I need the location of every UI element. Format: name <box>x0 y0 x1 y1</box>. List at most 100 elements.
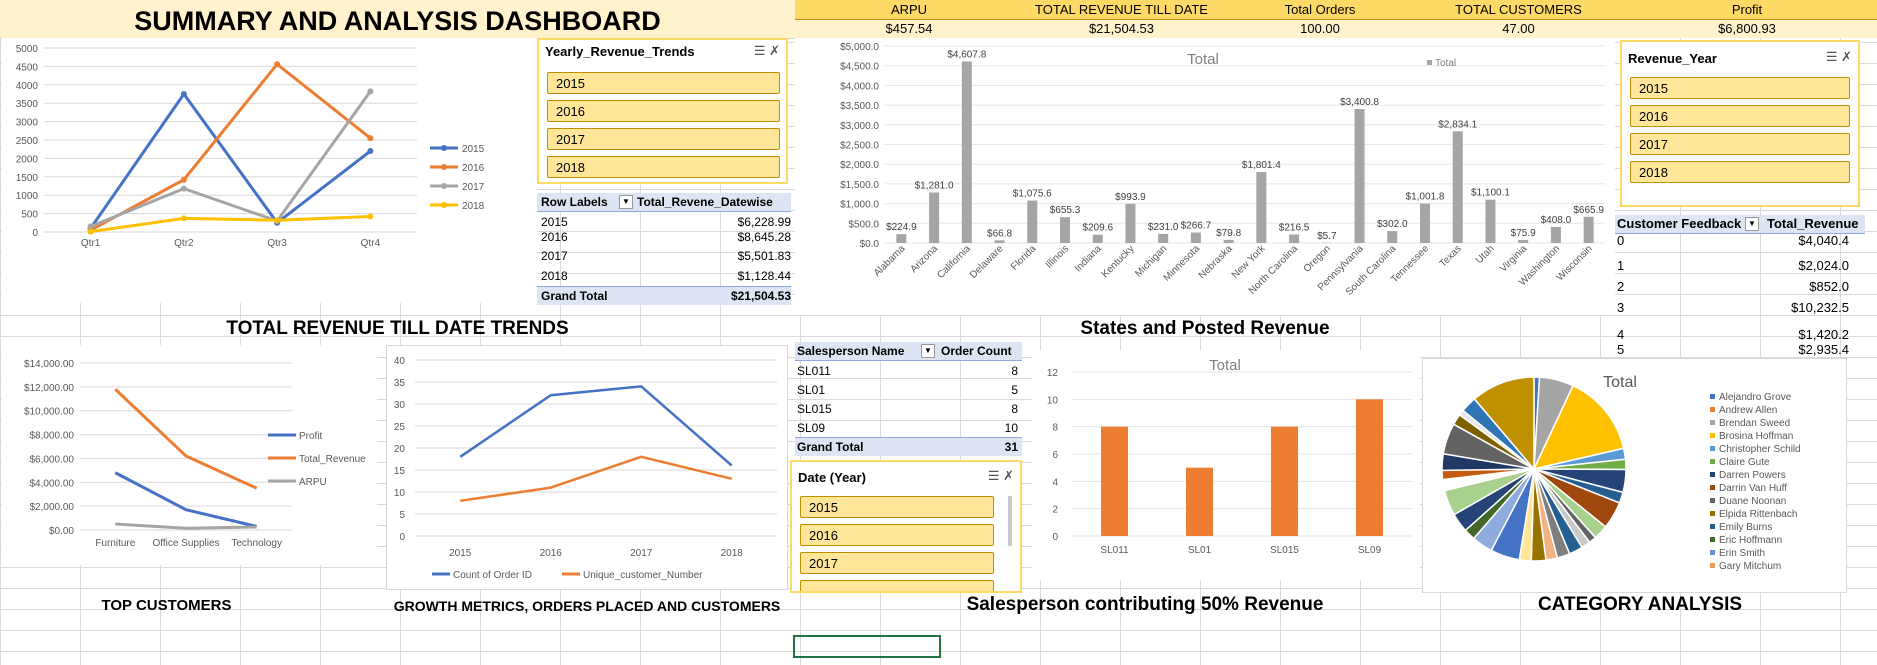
filter-dropdown-icon[interactable]: ▼ <box>921 344 935 358</box>
legend-label: Alejandro Grove <box>1719 392 1792 403</box>
slicer-yearly-revenue-trends[interactable]: Yearly_Revenue_Trends ☰ ✗ 2015 2016 2017… <box>537 38 788 184</box>
y-tick-label: $4,000.0 <box>840 81 879 92</box>
slicer-item-2018[interactable]: 2018 <box>547 156 780 178</box>
data-point <box>180 215 187 222</box>
x-tick-label: Oregon <box>1302 243 1333 274</box>
filter-dropdown-icon[interactable]: ▼ <box>619 195 633 209</box>
selected-cell[interactable] <box>793 635 941 658</box>
legend-label: 2018 <box>462 201 485 212</box>
row-value: $4,040.4 <box>1798 233 1849 248</box>
row-label: 4 <box>1617 327 1625 342</box>
slicer-item-2016[interactable]: 2016 <box>800 524 994 546</box>
y-tick-label: $3,000.0 <box>840 121 879 132</box>
bar-minnesota <box>1190 232 1201 243</box>
growth-chart[interactable]: 0 5 10 15 20 25 30 35 40 2015 2016 2017 2018 Count of… <box>386 345 788 590</box>
slicer-item-2015[interactable]: 2015 <box>547 72 780 94</box>
table-row: 1 $2,024.0 <box>1615 256 1865 277</box>
y-tick-label: 0 <box>1052 532 1058 543</box>
y-tick-label: $14,000.00 <box>24 359 74 370</box>
kpi-total-customers: TOTAL CUSTOMERS 47.00 <box>1420 0 1618 38</box>
multiselect-icon[interactable]: ☰ ✗ <box>753 43 780 58</box>
bar-utah <box>1485 199 1496 243</box>
y-tick-label: $4,500.0 <box>840 62 879 73</box>
slicer-item-2015[interactable]: 2015 <box>1630 77 1850 99</box>
row-value: $1,420.2 <box>1798 327 1849 342</box>
x-tick-label: 2018 <box>721 548 744 559</box>
legend-label: Brosina Hoffman <box>1719 431 1793 442</box>
legend-label: Elpida Rittenbach <box>1719 509 1797 520</box>
pivot-customer-feedback: Customer Feedback ▼ Total_Revenue 0 $4,04… <box>1615 215 1865 360</box>
x-tick-label: Florida <box>1009 243 1039 273</box>
legend-label: Darrin Van Huff <box>1719 483 1787 494</box>
table-row: SL015 8 <box>795 399 1022 418</box>
data-label: $216.5 <box>1279 222 1310 233</box>
bar-pennsylvania <box>1354 109 1365 243</box>
row-label: SL015 <box>797 402 832 416</box>
pivot-salesperson: Salesperson Name ▼ Order Count SL011 8 SL… <box>795 342 1022 457</box>
row-value: 5 <box>1011 383 1018 397</box>
legend-label: Christopher Schild <box>1719 444 1801 455</box>
quarterly-revenue-chart[interactable]: 0 500 1000 1500 2000 2500 3000 3500 4000 4500 5000… <box>2 38 537 303</box>
slicer-date-year[interactable]: Date (Year) ☰ ✗ 2015 2016 2017 <box>790 460 1022 593</box>
filter-dropdown-icon[interactable]: ▼ <box>1745 217 1759 231</box>
category-pie-chart[interactable]: Total Alejandro Grove Andrew Allen Brendan … <box>1422 358 1847 593</box>
legend-marker <box>1710 563 1715 568</box>
row-label: 2015 <box>541 215 568 229</box>
legend-label: ARPU <box>299 477 327 488</box>
section-title-growth: GROWTH METRICS, ORDERS PLACED AND CUSTOM… <box>393 598 781 614</box>
y-tick-label: 4 <box>1052 477 1058 488</box>
slicer-item-more[interactable] <box>800 580 994 591</box>
bar-california <box>961 61 972 243</box>
multiselect-icon[interactable]: ☰ ✗ <box>987 468 1014 483</box>
x-tick-label: Qtr1 <box>81 238 101 249</box>
series-line-arpu <box>115 522 257 530</box>
x-tick-label: Office Supplies <box>152 538 219 549</box>
data-label: $408.0 <box>1541 215 1572 226</box>
slicer-item-2017[interactable]: 2017 <box>1630 133 1850 155</box>
states-revenue-chart[interactable]: $0.0 $500.0 $1,000.0 $1,500.0 $2,000.0 $2,500… <box>795 38 1615 315</box>
row-value: $1,128.44 <box>737 269 791 283</box>
bar-sl015 <box>1271 426 1298 536</box>
legend-label: Duane Noonan <box>1719 496 1786 507</box>
pivot-yearly-revenue: Row Labels ▼ Total_Revene_Datewise 2015 $… <box>537 193 791 319</box>
x-tick-label: SL011 <box>1100 545 1129 556</box>
top-customers-chart[interactable]: $0.00 $2,000.00 $4,000.00 $6,000.00 $8,000.0… <box>2 345 377 565</box>
y-tick-label: 8 <box>1052 423 1058 434</box>
slicer-item-2016[interactable]: 2016 <box>547 100 780 122</box>
data-label: $4,607.8 <box>947 49 986 60</box>
data-label: $1,075.6 <box>1013 189 1052 200</box>
x-tick-label: California <box>935 243 973 281</box>
y-tick-label: $10,000.00 <box>24 407 74 418</box>
x-tick-label: Delaware <box>968 243 1006 281</box>
x-tick-label: Indiana <box>1073 243 1104 274</box>
slicer-item-2017[interactable]: 2017 <box>800 552 994 574</box>
y-tick-label: 5000 <box>16 44 39 55</box>
bar-tennessee <box>1420 203 1430 243</box>
x-tick-label: SL09 <box>1358 545 1382 556</box>
legend-marker <box>441 164 447 170</box>
pivot-col-salesperson: Salesperson Name <box>797 344 905 358</box>
y-tick-label: $2,000.0 <box>840 160 879 171</box>
legend-label: Claire Gute <box>1719 457 1770 468</box>
table-row: 2018 $1,128.44 <box>537 266 791 286</box>
kpi-label: ARPU <box>795 0 1023 20</box>
slicer-scrollbar[interactable] <box>1008 496 1012 546</box>
multiselect-icon[interactable]: ☰ ✗ <box>1825 49 1852 64</box>
slicer-item-2016[interactable]: 2016 <box>1630 105 1850 127</box>
salesperson-chart[interactable]: 0 2 4 6 8 10 12 Total SL011 SL01 SL015 SL09 <box>1032 350 1420 580</box>
data-point <box>274 217 281 224</box>
legend-label: Darren Powers <box>1719 470 1786 481</box>
slicer-item-2018[interactable]: 2018 <box>1630 161 1850 183</box>
slicer-item-2015[interactable]: 2015 <box>800 496 994 518</box>
y-tick-label: 25 <box>394 422 406 433</box>
table-row: 2 $852.0 <box>1615 277 1865 298</box>
kpi-total-revenue: TOTAL REVENUE TILL DATE $21,504.53 <box>1023 0 1221 38</box>
bar-texas <box>1452 131 1463 243</box>
series-line-2015 <box>89 91 372 230</box>
slicer-item-2017[interactable]: 2017 <box>547 128 780 150</box>
slicer-revenue-year[interactable]: Revenue_Year ☰ ✗ 2015 2016 2017 2018 <box>1620 40 1860 207</box>
y-tick-label: 4500 <box>16 62 39 73</box>
x-tick-label: SL015 <box>1270 545 1299 556</box>
slicer-title: Yearly_Revenue_Trends <box>545 44 695 59</box>
data-label: $231.0 <box>1148 222 1179 233</box>
